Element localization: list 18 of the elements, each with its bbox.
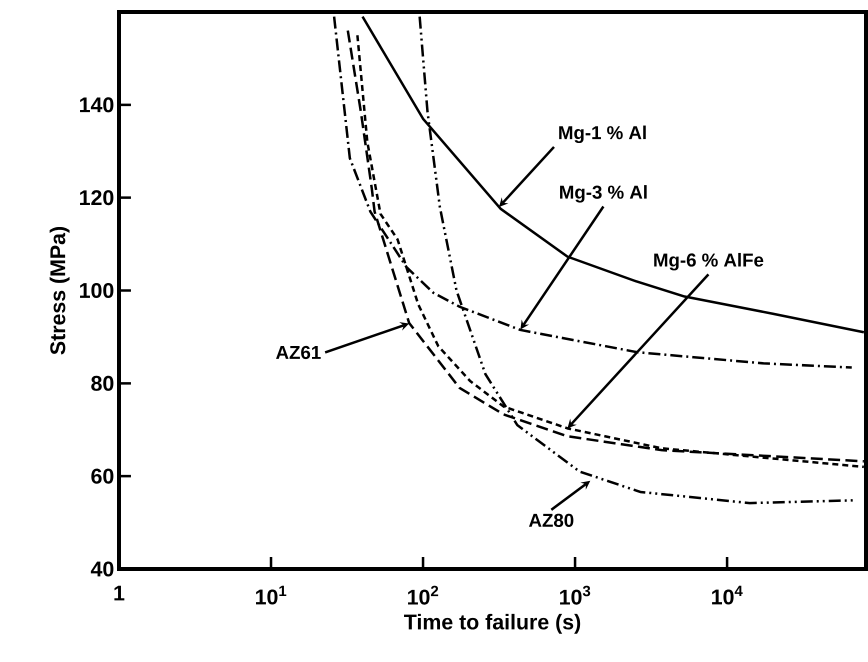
- y-tick-label: 60: [91, 468, 114, 484]
- y-tick-label: 140: [80, 97, 114, 112]
- x-tick-label: 10$^{2}$: [408, 586, 438, 605]
- x-tick-label: 10$^{4}$: [712, 586, 743, 605]
- y-tick-label: 80: [91, 376, 114, 391]
- x-tick-label: 10$^{1}$: [256, 586, 286, 605]
- x-axis-title: Time to failure (s): [404, 614, 580, 634]
- annotation: Mg-1 % Al: [559, 126, 646, 144]
- x-tick-label: 10$^{3}$: [560, 586, 590, 605]
- annotation: Mg-3 % Al: [560, 185, 647, 203]
- y-axis-title: Stress (MPa): [50, 226, 70, 355]
- y-tick-label: 120: [80, 190, 114, 206]
- annotation: AZ61: [276, 346, 321, 360]
- x-tick-label: 1: [114, 586, 124, 600]
- y-tick-label: 100: [80, 282, 114, 298]
- y-tick-label: 40: [90, 561, 114, 577]
- annotation: AZ80: [528, 514, 574, 527]
- annotation: Mg-6 % AlFe: [654, 252, 764, 270]
